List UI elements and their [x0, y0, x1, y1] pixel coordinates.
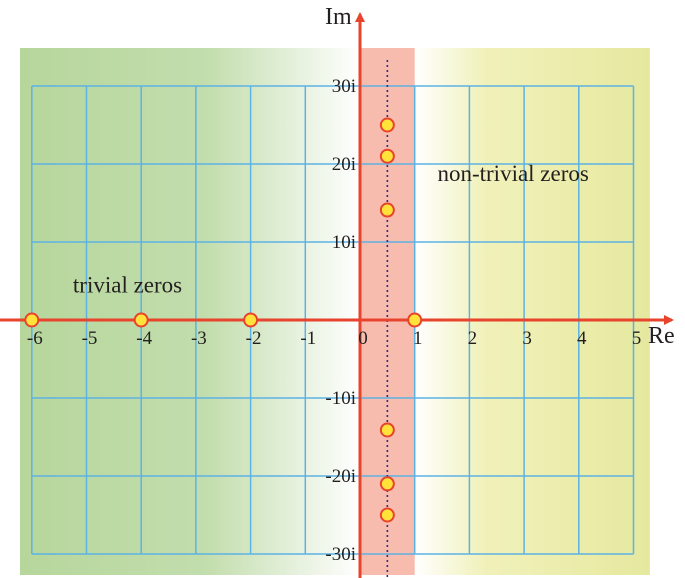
- trivial-zero-point: [133, 312, 149, 328]
- non-trivial-zero-point: [379, 476, 395, 492]
- non-trivial-zero-point: [379, 422, 395, 438]
- non-trivial-zero-point: [379, 148, 395, 164]
- x-tick-label: 0: [358, 328, 368, 349]
- non-trivial-zero-point: [379, 117, 395, 133]
- x-tick-label: -4: [136, 328, 152, 349]
- x-tick-label: 4: [577, 328, 587, 349]
- x-tick-label: 1: [413, 328, 423, 349]
- x-tick-label: 3: [522, 328, 532, 349]
- y-axis-label: Im: [325, 4, 352, 30]
- annotations: trivial zeros non-trivial zeros: [73, 161, 589, 298]
- x-tick-label: -1: [300, 328, 316, 349]
- y-tick-label: -30i: [325, 544, 356, 565]
- annotation-label: trivial zeros: [73, 273, 182, 298]
- y-tick-label: 10i: [332, 232, 356, 253]
- x-tick-label: -3: [191, 328, 207, 349]
- x-tick-label: -6: [27, 328, 43, 349]
- y-tick-label: 20i: [332, 154, 356, 175]
- y-tick-label: 30i: [332, 76, 356, 97]
- tick-labels: -6 -5 -4 -3 -2 -1 0 1 2 3 4 5 30i 20i 10i -10i -20i -30i: [27, 76, 641, 565]
- non-trivial-zero-point: [379, 507, 395, 523]
- non-trivial-region: [414, 48, 650, 575]
- shaded-regions: [20, 48, 650, 575]
- axes: [0, 12, 674, 578]
- y-tick-label: -10i: [325, 388, 356, 409]
- x-axis-label: Re: [648, 323, 675, 349]
- trivial-zero-point: [24, 312, 40, 328]
- x-tick-label: -2: [246, 328, 262, 349]
- x-tick-label: 2: [468, 328, 478, 349]
- zero-points: [24, 117, 423, 523]
- annotation-label: non-trivial zeros: [437, 161, 588, 186]
- pole-point: [407, 312, 423, 328]
- trivial-zero-point: [243, 312, 259, 328]
- y-tick-label: -20i: [325, 466, 356, 487]
- x-tick-label: -5: [82, 328, 98, 349]
- non-trivial-zero-point: [379, 202, 395, 218]
- trivial-region: [20, 48, 360, 575]
- x-tick-label: 5: [632, 328, 642, 349]
